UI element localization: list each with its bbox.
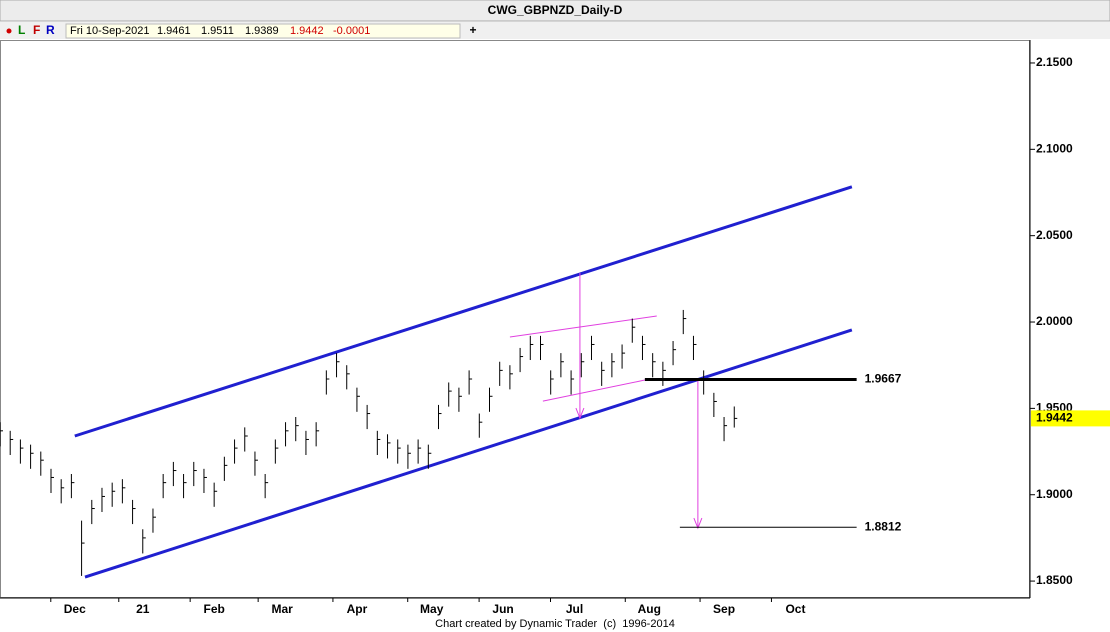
y-tick-label: 1.8500 xyxy=(1036,573,1073,587)
footer-credit: Chart created by Dynamic Trader (c) 1996… xyxy=(435,618,675,630)
x-tick-label: Feb xyxy=(203,602,224,616)
x-tick-label: Jul xyxy=(566,602,583,616)
y-tick-label: 2.0500 xyxy=(1036,228,1073,242)
x-tick-label: 21 xyxy=(136,602,150,616)
info-change: -0.0001 xyxy=(333,25,370,37)
chart-title: CWG_GBPNZD_Daily-D xyxy=(488,3,623,17)
x-tick-label: Apr xyxy=(347,602,368,616)
trendline xyxy=(84,328,853,579)
x-tick-label: Jun xyxy=(492,602,513,616)
arrow-head xyxy=(575,407,585,420)
info-date: Fri 10-Sep-2021 xyxy=(70,25,150,37)
info-box xyxy=(65,23,461,39)
trendline xyxy=(542,379,645,402)
x-tick-label: Sep xyxy=(713,602,735,616)
y-tick-label: 1.9000 xyxy=(1036,487,1073,501)
y-tick-label: 2.1500 xyxy=(1036,55,1073,69)
title-bar xyxy=(0,0,1110,22)
last-price-box xyxy=(1031,410,1110,427)
x-tick-label: May xyxy=(420,602,444,616)
f-button[interactable]: F xyxy=(33,23,40,37)
level-label: 1.8812 xyxy=(865,519,902,533)
status-dot xyxy=(6,28,12,34)
info-open: 1.9461 xyxy=(157,25,191,37)
info-close: 1.9442 xyxy=(290,25,324,37)
x-tick-label: Aug xyxy=(638,602,661,616)
trendline xyxy=(74,185,853,438)
info-high: 1.9511 xyxy=(201,25,234,37)
add-button[interactable]: + xyxy=(469,23,476,37)
r-button[interactable]: R xyxy=(46,23,55,37)
last-price-label: 1.9442 xyxy=(1036,411,1073,425)
y-tick-label: 2.0000 xyxy=(1036,314,1073,328)
x-tick-label: Dec xyxy=(64,602,86,616)
arrow-head xyxy=(693,517,703,530)
x-tick-label: Oct xyxy=(785,602,805,616)
level-label: 1.9667 xyxy=(865,372,902,386)
x-tick-label: Mar xyxy=(271,602,293,616)
y-tick-label: 2.1000 xyxy=(1036,141,1073,155)
info-low: 1.9389 xyxy=(245,25,279,37)
l-button[interactable]: L xyxy=(18,23,25,37)
